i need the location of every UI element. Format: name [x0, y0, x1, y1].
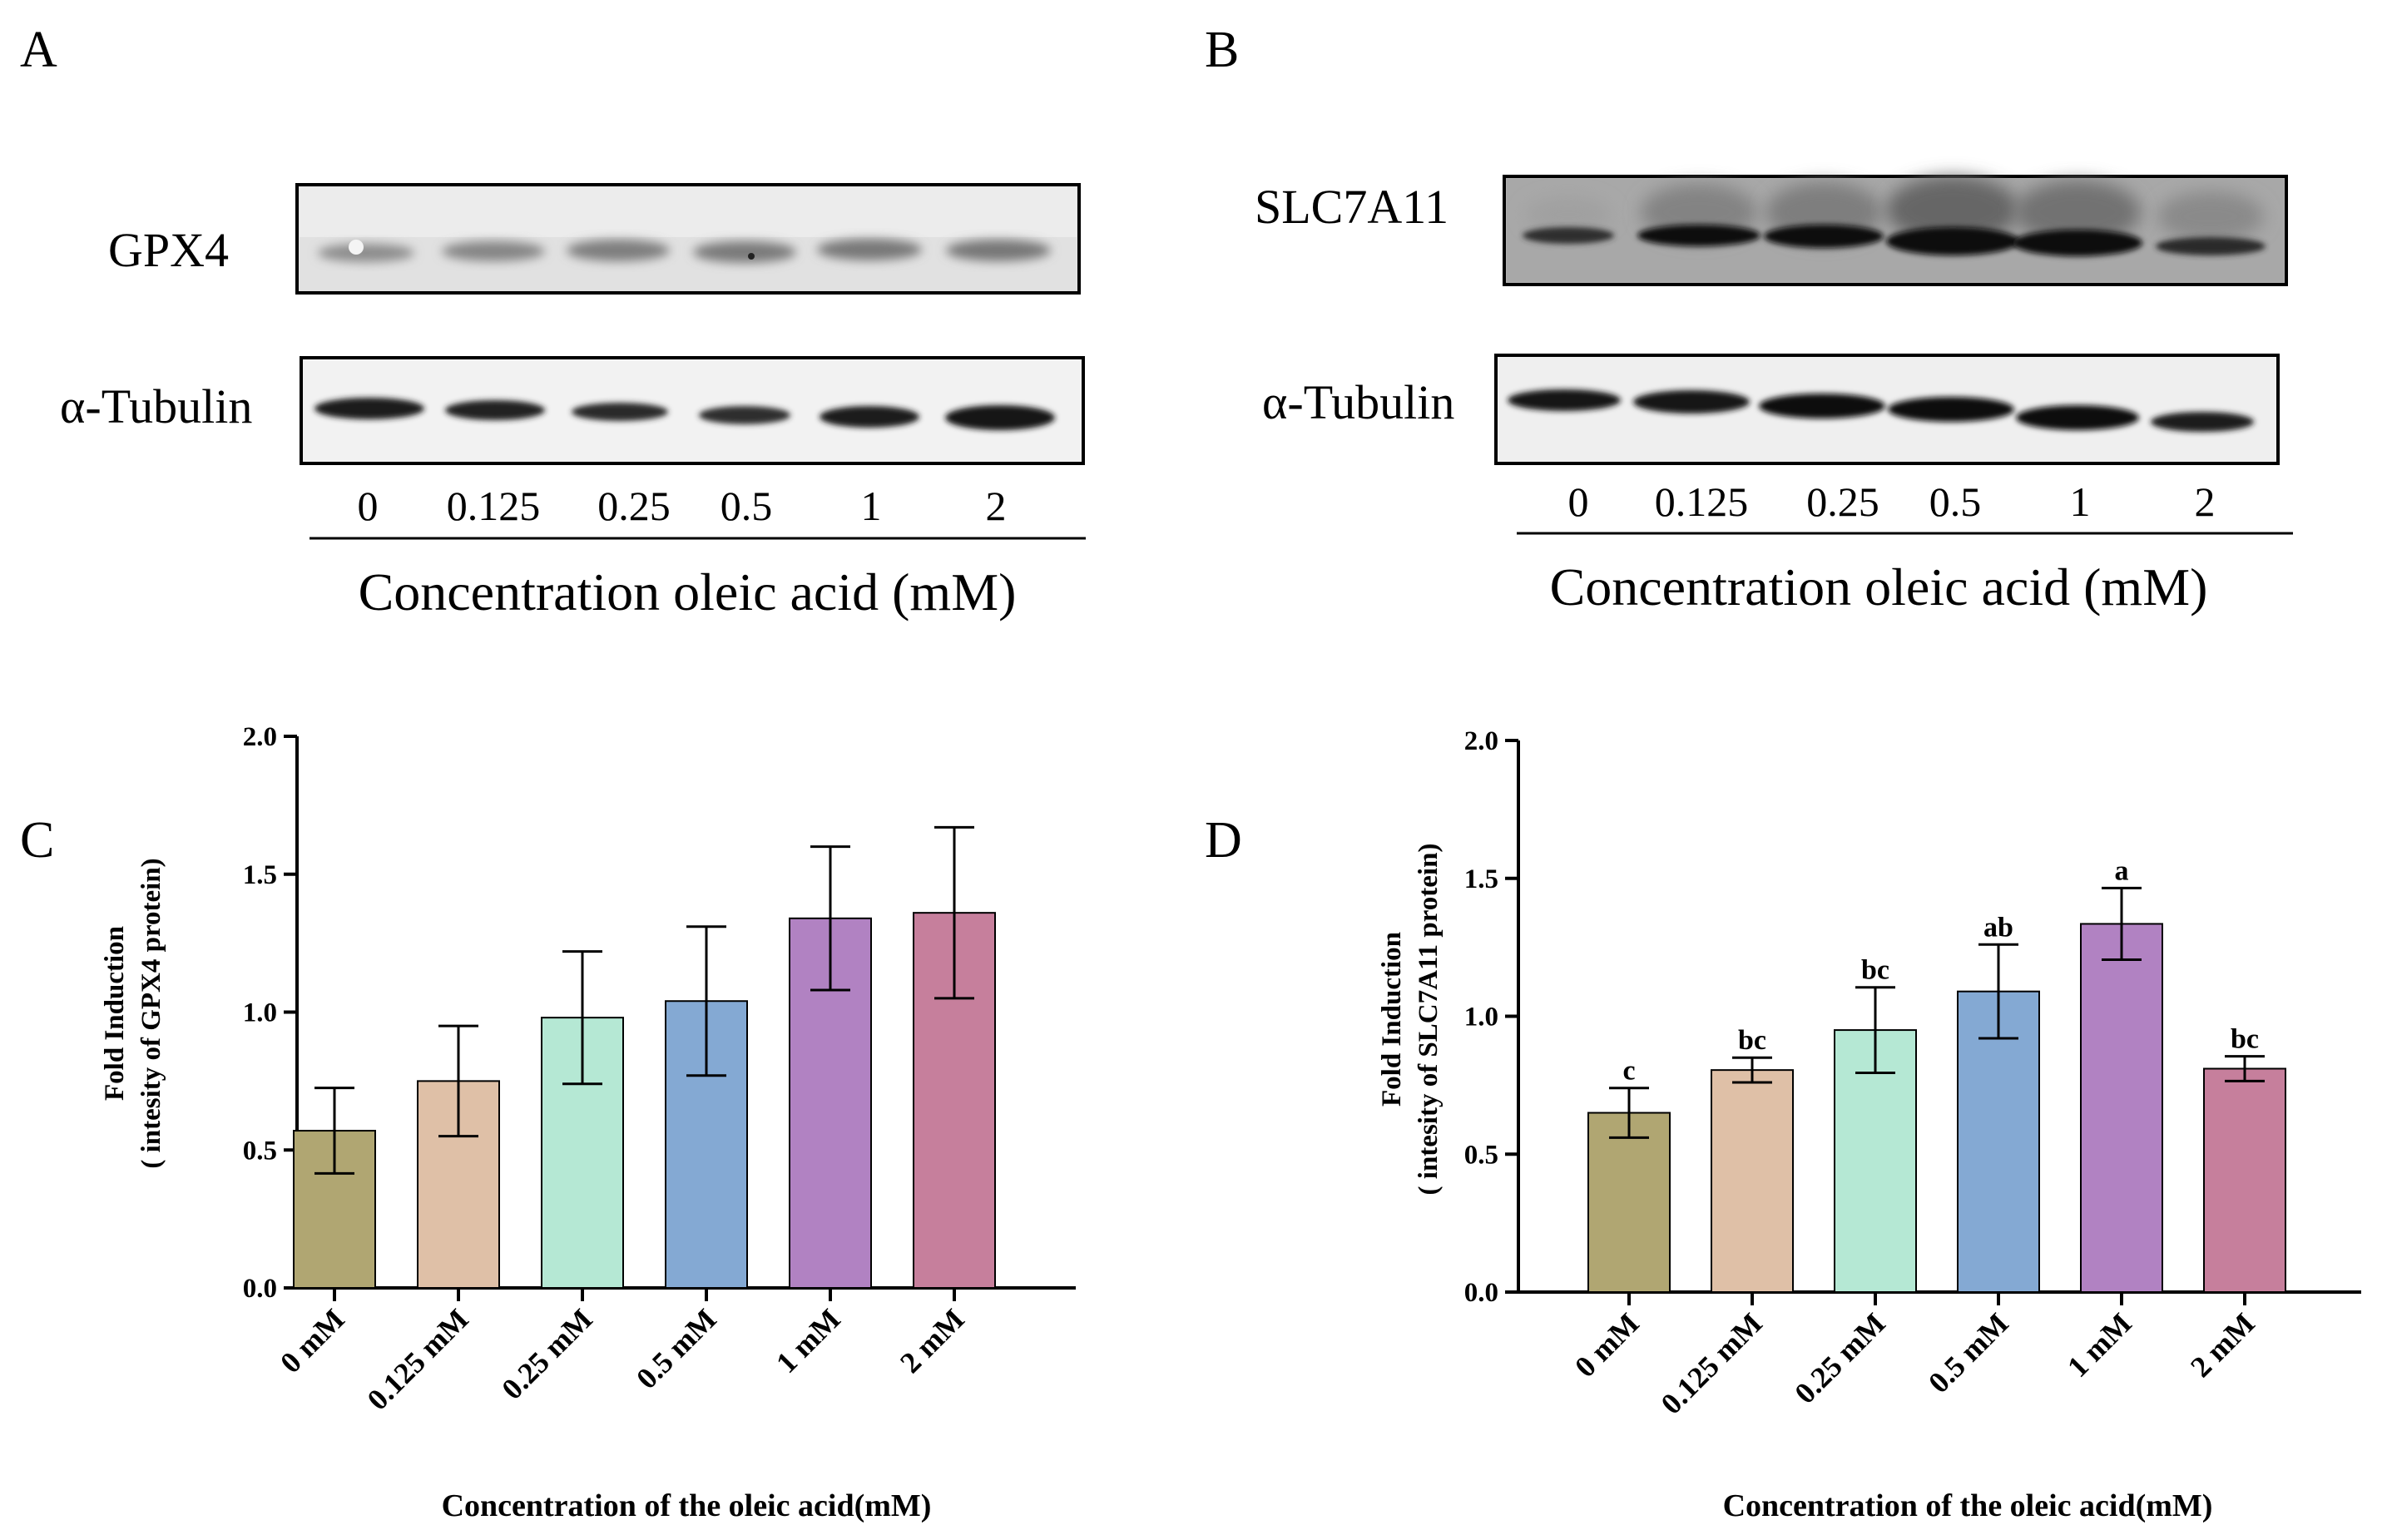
y-tick-label: 1.0 [243, 998, 277, 1028]
lane-label: 0.25 [597, 483, 671, 529]
gpx4-band [567, 240, 670, 261]
x-axis-title: Concentration of the oleic acid(mM) [1723, 1488, 2213, 1523]
x-tick-label: 0.125 mM [1655, 1306, 1769, 1420]
tubulin-label-b: α-Tubulin [1262, 375, 1454, 429]
y-axis-title-line2: ( intesity of GPX4 protein) [136, 858, 166, 1168]
gpx4-blot [295, 183, 1081, 295]
significance-label: bc [1861, 955, 1889, 986]
y-axis-title-line2: ( intesity of SLC7A11 protein) [1414, 844, 1444, 1196]
lane-labels-a: 0 0.125 0.25 0.5 1 2 [358, 483, 1007, 529]
tubulin-blot-b [1494, 354, 2280, 465]
x-tick-label: 1 mM [770, 1302, 847, 1379]
slc7a11-band [1886, 227, 2019, 255]
lane-label: 0.125 [447, 483, 541, 529]
y-tick-label: 0.0 [1464, 1278, 1498, 1308]
tubulin-label-a: α-Tubulin [60, 379, 252, 433]
bar [1711, 1069, 1794, 1293]
y-tick-label: 0.5 [1464, 1140, 1498, 1170]
tubulin-band [314, 398, 424, 419]
x-tick-label: 0.5 mM [1922, 1306, 2015, 1399]
tubulin-band [1633, 390, 1750, 413]
x-tick-label: 1 mM [2061, 1306, 2138, 1384]
tubulin-band [572, 403, 668, 421]
lane-label: 2 [986, 483, 1007, 529]
lane-label: 0.125 [1655, 478, 1749, 525]
x-tick-label: 0.25 mM [495, 1302, 598, 1405]
lane-label: 1 [2070, 478, 2091, 525]
x-tick-label: 0.5 mM [630, 1302, 723, 1395]
significance-label: bc [2231, 1024, 2259, 1055]
lane-label: 0.5 [1929, 478, 1982, 525]
tubulin-band [820, 406, 919, 428]
slc7a11-band [1764, 225, 1884, 248]
y-tick-label: 1.5 [1464, 864, 1498, 894]
gpx4-band [817, 239, 922, 260]
lane-label: 0.25 [1806, 478, 1879, 525]
panel-b-letter: B [1205, 22, 1239, 78]
lane-labels-b: 0 0.125 0.25 0.5 1 2 [1568, 478, 2216, 525]
gpx4-band [693, 241, 796, 263]
bar-chart-d: D 0.0 0.5 1.0 1.5 2.0 c 0 mM bc 0.125 mM bc 0.25 mM… [1205, 726, 2361, 1523]
significance-label: bc [1738, 1025, 1766, 1056]
lane-label: 2 [2195, 478, 2216, 525]
y-axis-title-line1: Fold Induction [1377, 932, 1407, 1107]
tubulin-band [2016, 405, 2139, 430]
x-tick-label: 0 mM [1568, 1306, 1646, 1384]
slc7a11-band [2156, 237, 2266, 255]
y-axis-title: Fold Induction( intesity of SLC7A11 prot… [1377, 844, 1444, 1196]
x-tick-label: 0.125 mM [361, 1302, 475, 1416]
panel-b: B SLC7A11 α-Tubulin [1205, 22, 2293, 616]
lane-label: 0.5 [721, 483, 773, 529]
lane-label: 1 [861, 483, 882, 529]
concentration-label-b: Concentration oleic acid (mM) [1550, 557, 2208, 616]
panel-a: A GPX4 α-Tubulin 0 0.125 0. [20, 22, 1086, 621]
bar [1587, 1112, 1671, 1294]
lane-label: 0 [1568, 478, 1589, 525]
y-tick-label: 2.0 [243, 722, 277, 752]
bar [1957, 990, 2040, 1294]
gpx4-label: GPX4 [108, 223, 229, 277]
tubulin-band [1508, 389, 1621, 411]
y-tick-label: 0.5 [243, 1136, 277, 1166]
y-axis-title: Fold Induction( intesity of GPX4 protein… [100, 858, 166, 1168]
tubulin-band [1759, 394, 1885, 418]
gpx4-band [318, 244, 414, 262]
slc7a11-band [2013, 230, 2142, 256]
x-tick-label: 0.25 mM [1788, 1306, 1891, 1409]
lane-label: 0 [358, 483, 379, 529]
x-tick-label: 2 mM [2184, 1306, 2261, 1384]
bar-chart-c: C 0.0 0.5 1.0 1.5 2.0 0 mM 0.125 mM 0.25 mM 0.5 m… [20, 722, 1076, 1523]
x-tick-label: 0 mM [274, 1302, 351, 1379]
gpx4-band [442, 241, 545, 261]
tubulin-band [1888, 397, 2014, 422]
y-tick-label: 1.0 [1464, 1003, 1498, 1032]
y-tick-label: 2.0 [1464, 726, 1498, 756]
panel-letter: C [20, 812, 54, 869]
bar [2203, 1067, 2286, 1293]
slc7a11-band [1523, 227, 1614, 244]
y-tick-label: 0.0 [243, 1274, 277, 1304]
significance-label: a [2115, 855, 2129, 886]
panel-a-letter: A [20, 22, 57, 78]
bar [2080, 923, 2163, 1293]
panel-letter: D [1205, 812, 1242, 869]
significance-label: ab [1983, 912, 2013, 943]
tubulin-band [2151, 412, 2254, 432]
tubulin-band [445, 400, 545, 420]
gpx4-band [946, 240, 1051, 261]
slc7a11-label: SLC7A11 [1255, 180, 1449, 234]
slc7a11-band [1637, 225, 1761, 246]
y-tick-label: 1.5 [243, 860, 277, 890]
slc7a11-blot [1503, 175, 2288, 286]
tubulin-band [699, 406, 790, 424]
y-axis-title-line1: Fold Induction [100, 926, 130, 1101]
x-axis-title: Concentration of the oleic acid(mM) [442, 1488, 932, 1523]
tubulin-band [945, 405, 1055, 430]
x-tick-label: 2 mM [894, 1302, 971, 1379]
concentration-label-a: Concentration oleic acid (mM) [359, 562, 1017, 621]
tubulin-blot-a [300, 356, 1085, 465]
significance-label: c [1622, 1056, 1635, 1087]
